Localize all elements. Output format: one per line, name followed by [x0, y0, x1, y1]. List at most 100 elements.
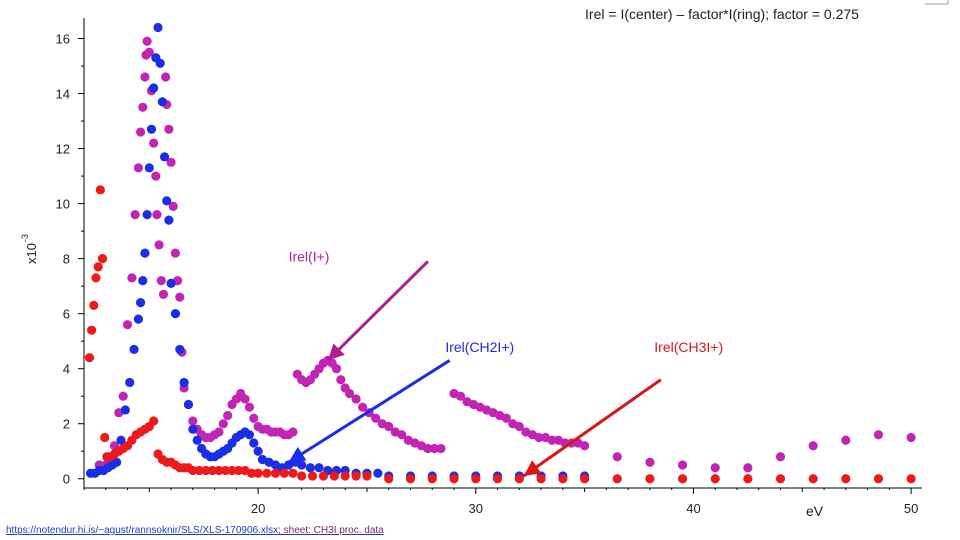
- series-2: [84, 185, 916, 484]
- data-point: [331, 364, 342, 374]
- y-multiplier-exp: -3: [20, 234, 30, 242]
- data-point: [423, 443, 433, 454]
- data-point: [127, 273, 137, 283]
- data-point: [149, 83, 159, 93]
- data-point: [175, 344, 185, 355]
- y-tick-label: 0: [63, 472, 70, 487]
- annotation-arrow-head: [327, 343, 345, 361]
- data-point: [371, 413, 381, 423]
- data-point: [214, 465, 224, 476]
- annotation-arrow-head: [288, 446, 307, 463]
- annotation-arrow-shaft: [326, 260, 429, 362]
- x-tick-label: 50: [904, 501, 918, 516]
- y-tick-label: 12: [56, 142, 70, 157]
- data-point: [188, 416, 198, 426]
- data-point: [906, 474, 916, 484]
- data-point: [166, 278, 176, 288]
- data-point: [314, 463, 324, 473]
- data-point: [179, 377, 189, 388]
- data-point: [170, 248, 181, 258]
- title-group: Irel = I(center) – factor*I(ring); facto…: [585, 6, 859, 22]
- data-point: [168, 201, 178, 211]
- data-point: [164, 124, 174, 134]
- data-point: [612, 452, 622, 462]
- data-point: [247, 468, 257, 478]
- data-point: [873, 430, 884, 440]
- x-axis-ticks: 20 30 40 50: [83, 488, 918, 516]
- data-point: [194, 465, 204, 476]
- data-point: [207, 465, 218, 476]
- data-point: [405, 474, 416, 484]
- data-point: [547, 435, 557, 445]
- data-point: [91, 273, 101, 283]
- data-point: [373, 468, 383, 478]
- data-point: [138, 276, 148, 286]
- annotation: Irel(CH3I+): [522, 339, 723, 478]
- data-point: [151, 171, 161, 181]
- annotation: Irel(I+): [289, 248, 429, 362]
- data-point: [84, 353, 95, 363]
- data-point: [351, 471, 361, 481]
- data-point: [449, 474, 459, 484]
- data-point: [288, 427, 298, 437]
- data-point: [144, 47, 154, 57]
- data-point: [775, 474, 786, 484]
- data-point: [144, 163, 154, 173]
- source-link-url[interactable]: https://notendur.hi.is/~agust/rannsoknir…: [6, 525, 279, 536]
- data-point: [429, 443, 440, 454]
- data-point: [188, 465, 198, 476]
- data-point: [162, 196, 172, 206]
- data-point: [220, 465, 231, 476]
- data-point: [514, 474, 524, 484]
- data-point: [344, 388, 355, 399]
- source-link[interactable]: https://notendur.hi.is/~agust/rannsoknir…: [6, 525, 384, 536]
- data-point: [100, 432, 110, 443]
- source-sheet-name: ; sheet: CH3I proc. data: [278, 525, 384, 536]
- data-point: [743, 474, 753, 484]
- data-point: [112, 457, 122, 467]
- data-point: [501, 413, 511, 423]
- data-point: [340, 471, 350, 481]
- y-tick-label: 4: [63, 362, 70, 377]
- axes: [83, 18, 922, 489]
- data-point: [244, 430, 255, 440]
- data-point: [142, 210, 152, 220]
- data-point: [95, 185, 105, 195]
- annotation-arrow-shaft: [287, 359, 451, 464]
- annotation-arrow-head: [523, 460, 542, 476]
- x-tick-label: 30: [469, 501, 483, 516]
- data-point: [297, 471, 307, 481]
- data-point: [93, 262, 103, 272]
- data-point: [244, 402, 255, 412]
- data-point: [397, 430, 407, 440]
- annotation-label: Irel(CH2I+): [445, 339, 514, 355]
- data-point: [153, 22, 163, 33]
- y-tick-label: 2: [63, 417, 70, 432]
- data-point: [279, 468, 289, 478]
- data-point: [157, 97, 167, 107]
- y-tick-label: 16: [56, 32, 70, 47]
- data-point: [384, 421, 394, 432]
- data-point: [436, 443, 446, 454]
- data-point: [188, 424, 198, 434]
- data-point: [146, 124, 157, 134]
- data-point: [133, 163, 144, 173]
- data-point: [140, 248, 150, 258]
- data-point: [158, 289, 169, 299]
- data-point: [149, 416, 159, 426]
- data-point: [183, 399, 194, 410]
- annotations: Irel(I+) Irel(CH2I+) Irel(CH3I+): [287, 248, 723, 478]
- x-tick-label: 40: [686, 501, 700, 516]
- data-series: [84, 22, 916, 484]
- data-point: [645, 474, 655, 484]
- data-point: [192, 435, 202, 445]
- data-point: [536, 474, 546, 484]
- data-point: [329, 471, 339, 481]
- data-point: [351, 394, 361, 404]
- data-point: [223, 410, 233, 421]
- annotation: Irel(CH2I+): [287, 339, 514, 464]
- data-point: [645, 457, 655, 467]
- data-point: [175, 292, 185, 302]
- data-point: [318, 471, 329, 481]
